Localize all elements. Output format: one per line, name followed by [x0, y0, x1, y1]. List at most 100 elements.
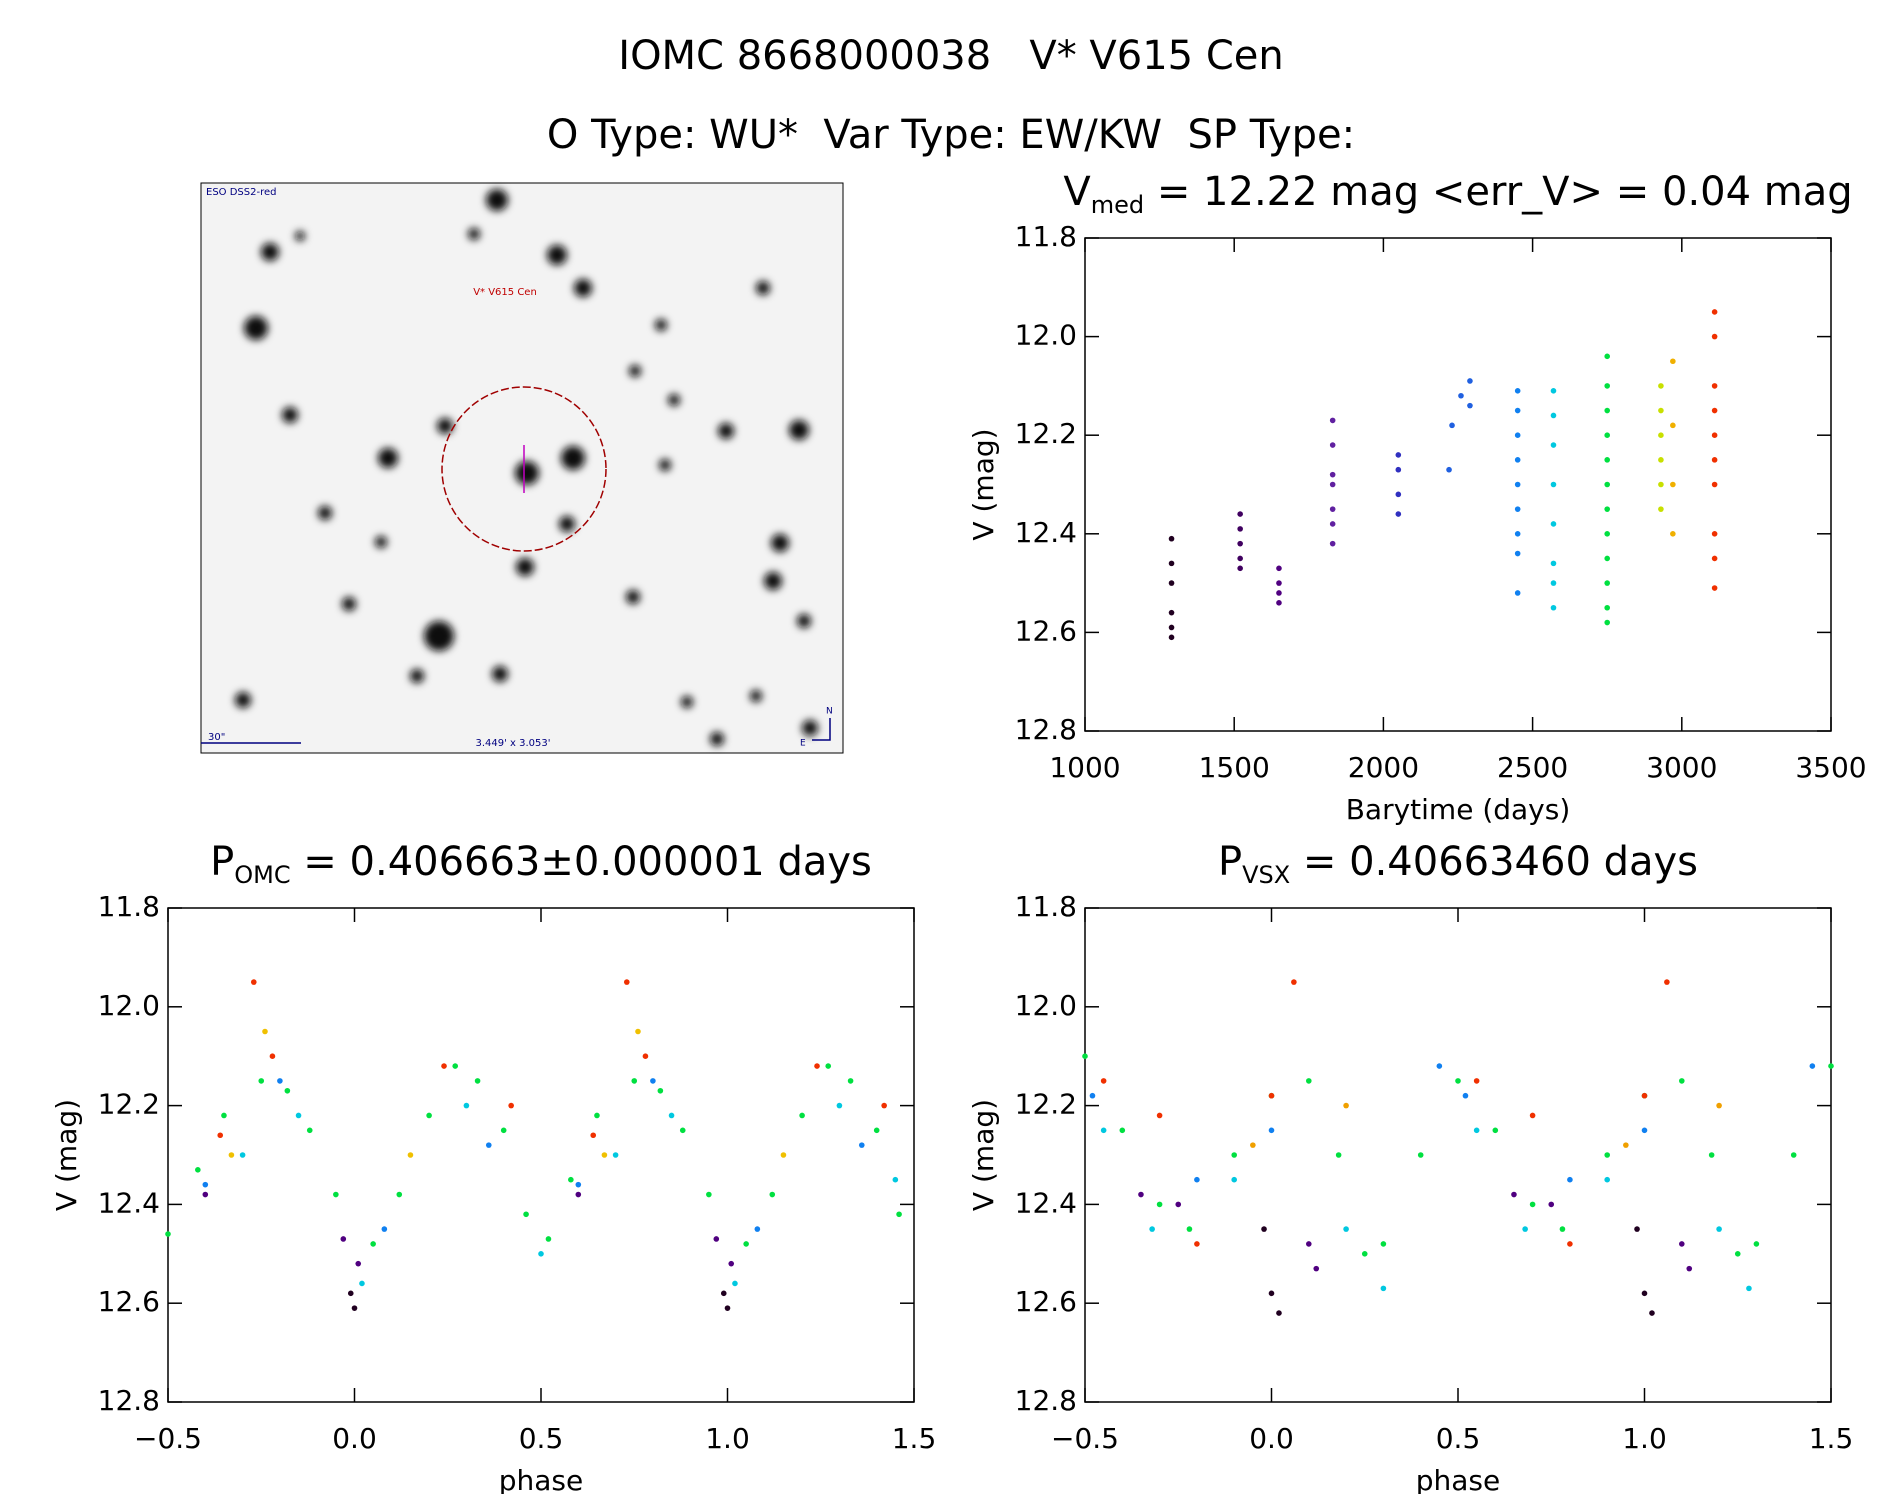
- data-point: [1395, 452, 1402, 458]
- data-point: [1664, 979, 1670, 985]
- data-point: [1550, 412, 1557, 419]
- data-point: [1641, 1127, 1648, 1134]
- x-tick-label: 1500: [1199, 751, 1270, 784]
- x-tick-label: 0.5: [519, 1422, 564, 1455]
- data-point: [165, 1231, 171, 1237]
- sky-image: ESO DSS2-red V* V615 Cen 30" 3.449' x 3.…: [200, 182, 844, 754]
- data-point: [1467, 378, 1473, 384]
- data-point: [1514, 457, 1521, 463]
- data-point: [1168, 560, 1175, 567]
- data-point: [452, 1063, 459, 1069]
- data-point: [202, 1191, 209, 1198]
- target-label: V* V615 Cen: [473, 287, 537, 298]
- data-point: [250, 979, 257, 985]
- x-tick-label: 0.0: [332, 1422, 377, 1455]
- y-tick-label: 12.4: [98, 1186, 160, 1219]
- y-tick-label: 12.0: [98, 989, 160, 1022]
- data-point: [1329, 506, 1336, 512]
- data-point: [1550, 388, 1557, 394]
- data-point: [239, 1152, 246, 1158]
- data-point: [728, 1260, 735, 1267]
- y-tick-label: 11.8: [98, 890, 160, 923]
- page-title: IOMC 8668000038 V* V615 Cen: [618, 33, 1283, 79]
- data-point: [623, 979, 630, 985]
- data-point: [1268, 1290, 1275, 1297]
- data-point: [1514, 590, 1521, 596]
- data-point: [1711, 531, 1718, 537]
- data-point: [202, 1181, 209, 1188]
- title-main: P: [210, 839, 234, 885]
- y-axis-label: V (mag): [50, 1099, 83, 1211]
- data-point: [1604, 619, 1610, 626]
- x-tick-label: 1.5: [892, 1422, 937, 1455]
- data-point: [631, 1078, 638, 1084]
- data-point: [1658, 481, 1664, 488]
- data-point: [847, 1078, 854, 1084]
- data-point: [1313, 1265, 1320, 1272]
- data-point: [1604, 506, 1610, 512]
- data-point: [1550, 580, 1557, 586]
- x-axis-label: Barytime (days): [1346, 793, 1571, 826]
- data-point: [1548, 1201, 1555, 1208]
- data-point: [1268, 1127, 1275, 1134]
- data-point: [1604, 481, 1610, 488]
- data-point: [1550, 560, 1557, 567]
- data-point: [1446, 466, 1452, 473]
- data-point: [269, 1053, 276, 1059]
- data-point: [1175, 1201, 1182, 1208]
- chart-title: Vmed = 12.22 mag <err_V> = 0.04 mag: [1063, 169, 1852, 219]
- x-tick-label: −0.5: [134, 1422, 202, 1455]
- data-point: [799, 1112, 805, 1119]
- chart: −0.5 0.0 0.5 1.0 1.5 11.8 12.0 12.2 12.4 12.6 12.8…: [50, 839, 936, 1494]
- data-point: [1250, 1142, 1256, 1148]
- data-point: [277, 1078, 283, 1084]
- data-point: [1708, 1152, 1715, 1158]
- data-point: [351, 1305, 358, 1311]
- data-point: [1711, 333, 1718, 340]
- data-point: [258, 1078, 265, 1084]
- data-point: [1168, 609, 1175, 616]
- data-point: [500, 1127, 507, 1134]
- data-point: [538, 1251, 544, 1257]
- data-point: [295, 1112, 302, 1119]
- data-point: [575, 1191, 582, 1198]
- data-point: [1449, 422, 1455, 429]
- chart: −0.5 0.0 0.5 1.0 1.5 11.8 12.0 12.2 12.4 12.6 12.8…: [967, 839, 1853, 1494]
- data-point: [590, 1132, 597, 1139]
- north-label: N: [826, 707, 833, 717]
- x-axis-label: phase: [499, 1464, 584, 1494]
- data-point: [1100, 1078, 1107, 1084]
- data-point: [1168, 535, 1175, 542]
- data-point: [1186, 1226, 1193, 1232]
- data-point: [1168, 624, 1175, 631]
- data-point: [1529, 1112, 1536, 1119]
- data-point: [1604, 383, 1610, 389]
- data-point: [463, 1102, 470, 1109]
- data-point: [1567, 1176, 1573, 1183]
- y-tick-label: 12.6: [98, 1285, 160, 1318]
- data-point: [858, 1142, 865, 1148]
- y-tick-label: 12.6: [1015, 614, 1077, 647]
- data-point: [1119, 1127, 1126, 1134]
- data-point: [407, 1152, 414, 1158]
- data-point: [1436, 1063, 1443, 1069]
- data-point: [1329, 540, 1336, 547]
- data-point: [1686, 1265, 1693, 1272]
- chart: 1000 1500 2000 2500 3000 3500 11.8 12.0 12.2 12.4…: [967, 169, 1867, 826]
- data-point: [1679, 1078, 1685, 1084]
- data-point: [1559, 1226, 1566, 1232]
- data-point: [1306, 1241, 1312, 1247]
- survey-label: ESO DSS2-red: [206, 187, 276, 198]
- data-point: [1809, 1063, 1816, 1069]
- y-tick-label: 12.2: [1015, 417, 1077, 450]
- page-subtitle: O Type: WU* Var Type: EW/KW SP Type:: [547, 112, 1355, 158]
- title-main: V: [1063, 169, 1091, 215]
- data-point: [508, 1102, 514, 1109]
- data-point: [1711, 481, 1718, 488]
- data-point: [881, 1102, 887, 1109]
- data-point: [1343, 1226, 1349, 1232]
- data-point: [1670, 358, 1676, 365]
- data-point: [1237, 511, 1243, 517]
- data-point: [612, 1152, 619, 1158]
- data-point: [1149, 1226, 1155, 1232]
